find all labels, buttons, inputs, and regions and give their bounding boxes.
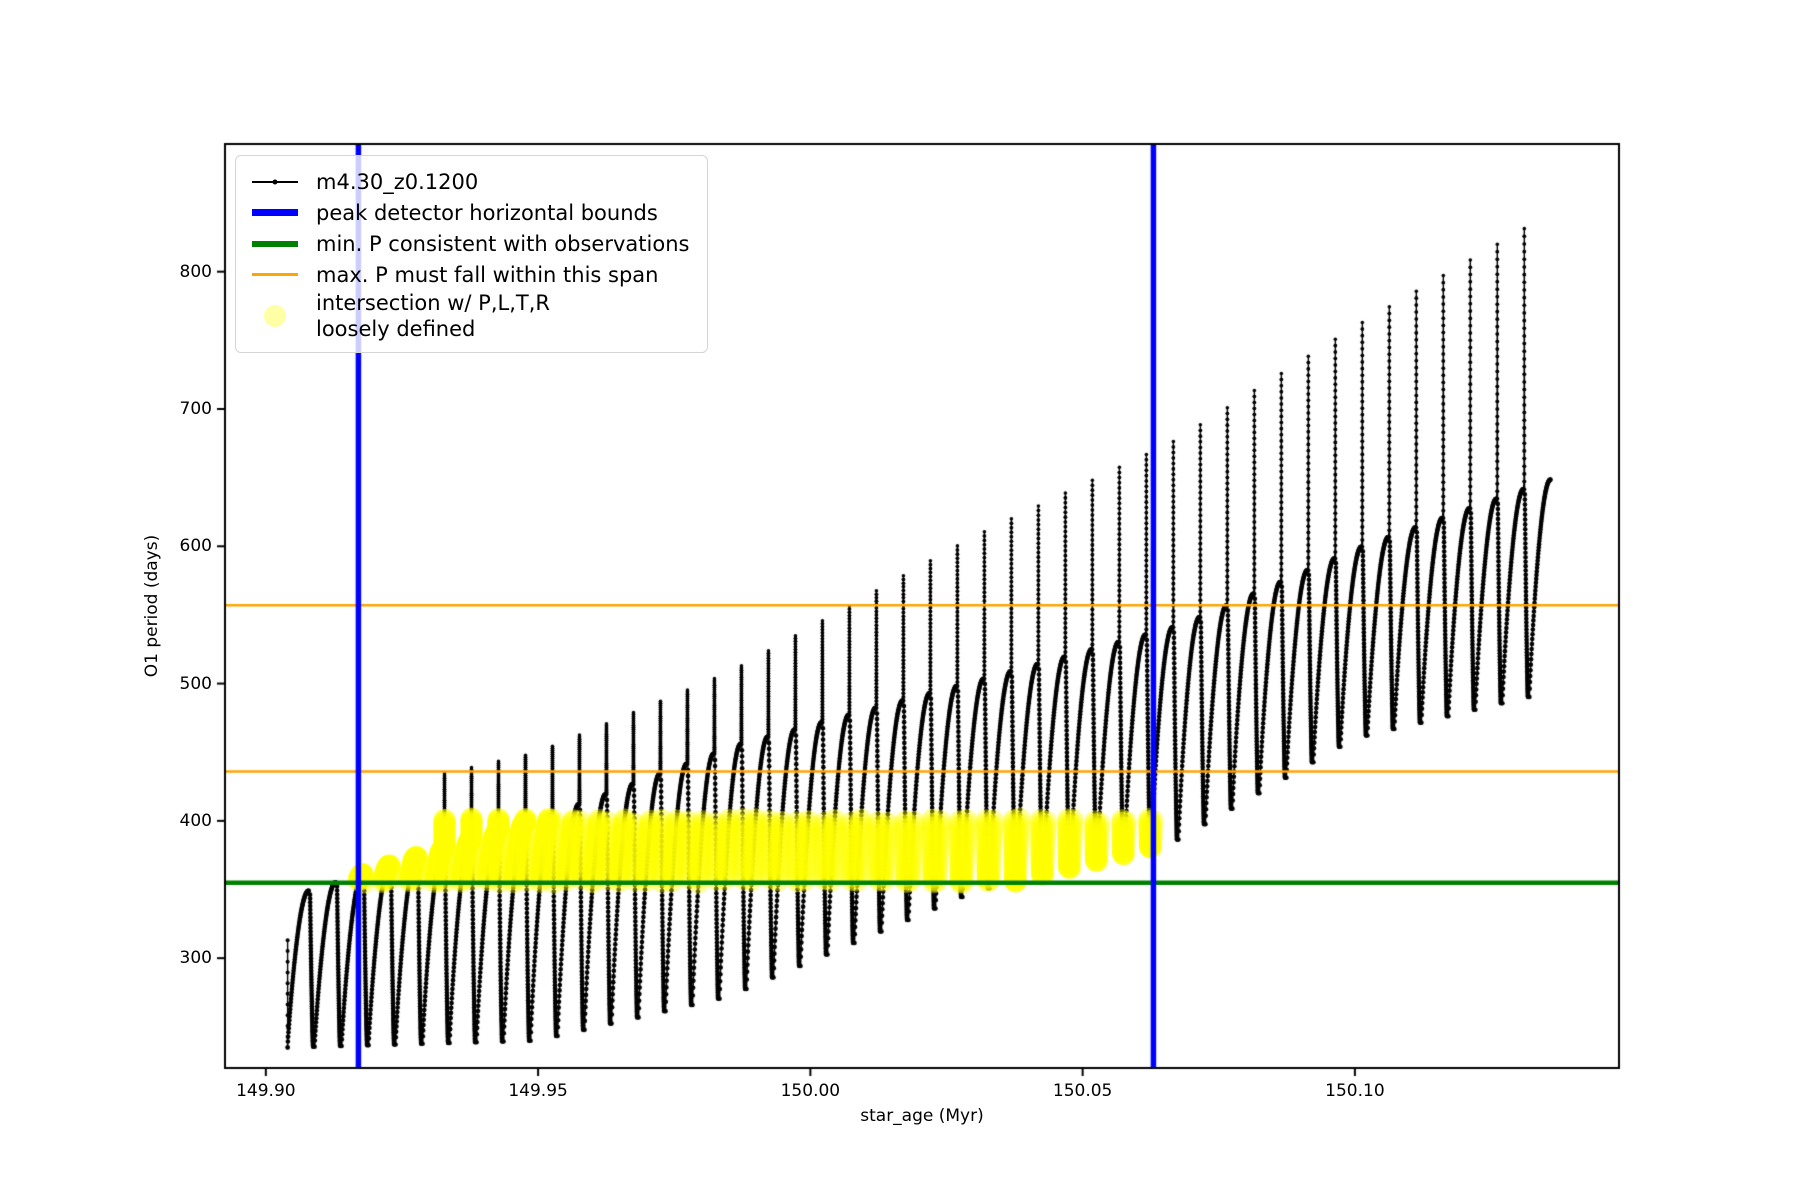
legend-entry: peak detector horizontal bounds xyxy=(246,197,689,228)
x-tick-label: 150.00 xyxy=(780,1081,841,1101)
legend-entry: intersection w/ P,L,T,R loosely defined xyxy=(246,290,689,342)
legend-circle-marker-icon xyxy=(246,305,304,327)
legend-label: intersection w/ P,L,T,R loosely defined xyxy=(316,291,550,341)
y-tick-label: 600 xyxy=(179,536,212,557)
y-tick-label: 800 xyxy=(179,261,212,282)
legend-label: min. P consistent with observations xyxy=(316,231,690,256)
legend-label: m4.30_z0.1200 xyxy=(316,169,479,194)
legend-line-swatch-icon xyxy=(246,179,304,184)
x-tick-label: 149.90 xyxy=(236,1081,296,1101)
y-tick-label: 700 xyxy=(179,398,212,419)
x-tick-label: 150.05 xyxy=(1052,1081,1113,1101)
y-tick-label: 300 xyxy=(179,948,212,969)
legend-line-swatch-icon xyxy=(246,209,304,216)
y-tick-label: 500 xyxy=(179,673,212,694)
x-axis-label: star_age (Myr) xyxy=(860,1106,984,1126)
y-axis-label: O1 period (days) xyxy=(142,534,162,678)
legend-line-swatch-icon xyxy=(246,273,304,276)
x-tick-label: 149.95 xyxy=(508,1081,568,1101)
legend-entry: m4.30_z0.1200 xyxy=(246,166,689,197)
x-tick-label: 150.10 xyxy=(1325,1081,1385,1101)
legend-entry: max. P must fall within this span xyxy=(246,259,689,290)
legend-label: peak detector horizontal bounds xyxy=(316,200,658,225)
legend-line-swatch-icon xyxy=(246,240,304,247)
legend-entry: min. P consistent with observations xyxy=(246,228,689,259)
y-tick-label: 400 xyxy=(179,810,212,831)
legend-label: max. P must fall within this span xyxy=(316,262,659,287)
